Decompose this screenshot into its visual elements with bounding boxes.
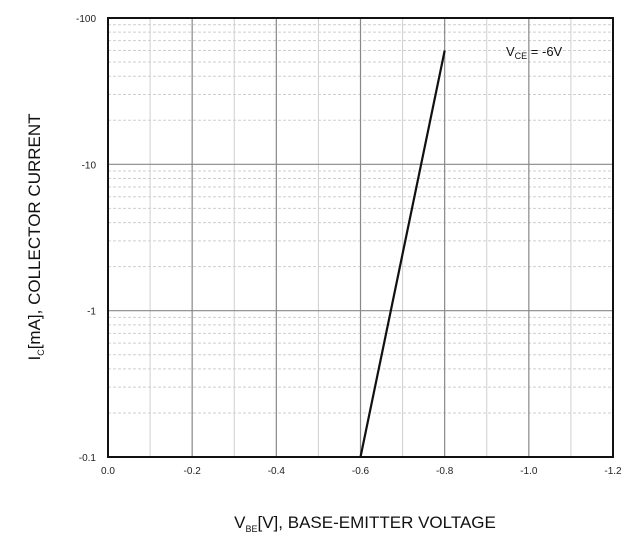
x-tick-labels: 0.0 -0.2 -0.4 -0.6 -0.8 -1.0 -1.2	[101, 466, 622, 477]
major-grid	[107, 17, 614, 458]
vce-annotation: VCE = -6V	[506, 44, 563, 61]
x-axis-title-rest: [V], BASE-EMITTER VOLTAGE	[258, 513, 496, 532]
series-line	[359, 50, 446, 458]
x-tick-label: -0.8	[436, 466, 454, 477]
x-tick-label: -1.2	[604, 466, 622, 477]
y-tick-label: -10	[82, 160, 97, 171]
y-tick-label: -1	[87, 307, 96, 318]
y-tick-label: -100	[76, 14, 96, 25]
x-tick-label: 0.0	[101, 466, 115, 477]
series-layer	[359, 50, 446, 458]
x-axis-title-sub: BE	[245, 524, 257, 534]
x-tick-label: -1.0	[520, 466, 538, 477]
annotation-rest: = -6V	[527, 44, 562, 59]
y-tick-labels: -0.1 -1 -10 -100	[76, 14, 96, 464]
x-tick-label: -0.2	[184, 466, 202, 477]
y-tick-label: -0.1	[79, 453, 97, 464]
x-tick-label: -0.6	[352, 466, 370, 477]
y-axis-title: IC[mA], COLLECTOR CURRENT	[25, 113, 46, 360]
x-axis-title-main: V	[234, 513, 246, 532]
x-axis-title: VBE[V], BASE-EMITTER VOLTAGE	[234, 513, 496, 534]
x-tick-label: -0.4	[268, 466, 286, 477]
annotation-main: V	[506, 44, 515, 59]
annotation-sub: CE	[515, 51, 528, 61]
y-axis-title-main: I	[25, 356, 44, 361]
plot-frame	[107, 17, 614, 458]
y-axis-title-sub: C	[36, 349, 46, 356]
y-axis-title-rest: [mA], COLLECTOR CURRENT	[25, 113, 44, 349]
